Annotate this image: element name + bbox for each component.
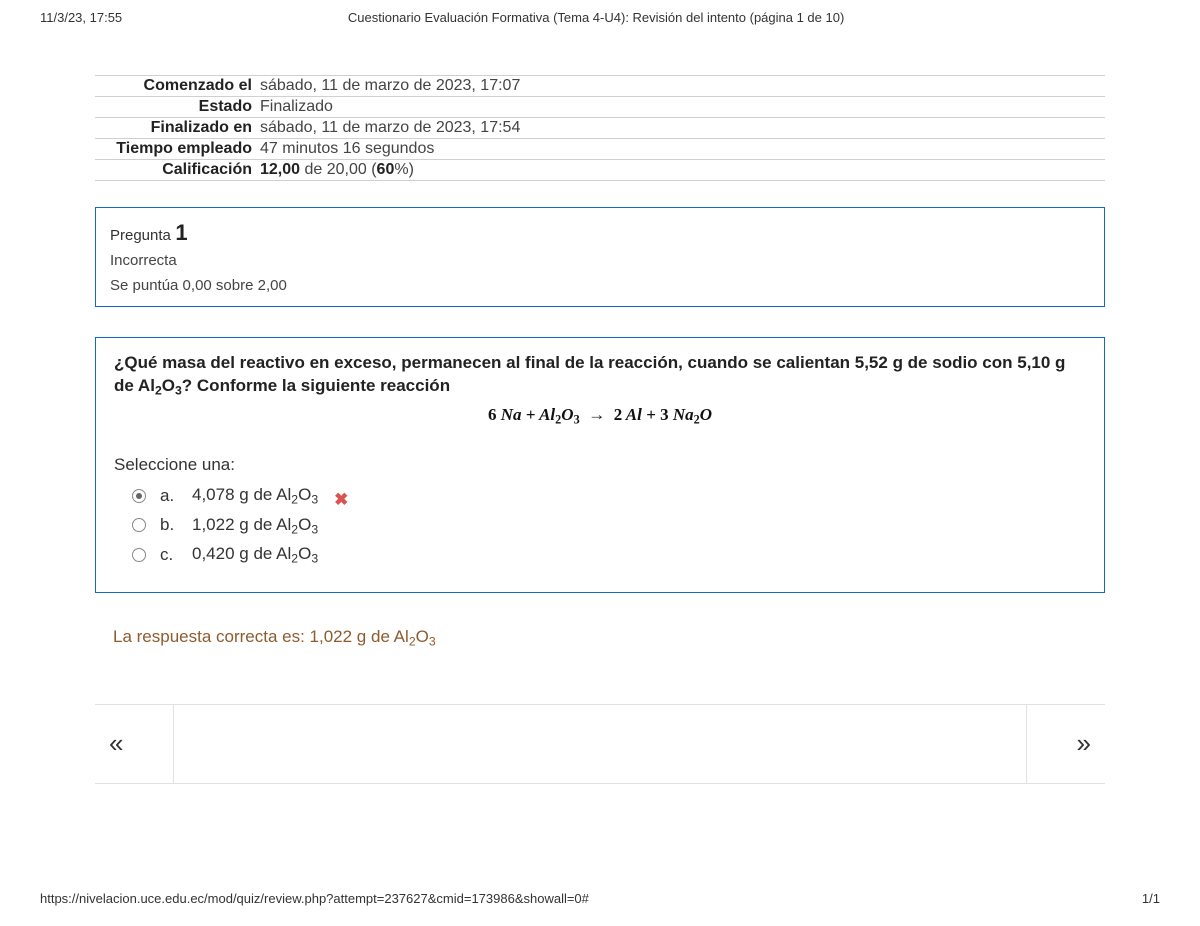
summary-row: Finalizado ensábado, 11 de marzo de 2023… (95, 118, 1105, 139)
summary-value: Finalizado (260, 97, 1105, 118)
option-letter: a. (160, 486, 178, 506)
pagination-nav: « » (95, 705, 1105, 783)
footer-page: 1/1 (1142, 891, 1160, 906)
nav-divider-left (173, 705, 174, 783)
radio-icon[interactable] (132, 489, 146, 503)
correct-answer-text: La respuesta correcta es: 1,022 g de Al2… (95, 627, 1105, 648)
print-header: 11/3/23, 17:55 Cuestionario Evaluación F… (0, 0, 1200, 25)
print-footer: https://nivelacion.uce.edu.ec/mod/quiz/r… (40, 891, 1160, 906)
option-letter: b. (160, 515, 178, 535)
question-body-box: ¿Qué masa del reactivo en exceso, perman… (95, 337, 1105, 593)
select-one-label: Seleccione una: (114, 455, 1086, 475)
prev-page-button[interactable]: « (101, 728, 131, 759)
options-list: a. 4,078 g de Al2O3 ✖ b. 1,022 g de Al2O3 c. 0… (114, 481, 1086, 569)
nav-divider-right (1026, 705, 1027, 783)
question-info-box: Pregunta 1 Incorrecta Se puntúa 0,00 sob… (95, 207, 1105, 307)
summary-label: Estado (95, 97, 260, 118)
print-title: Cuestionario Evaluación Formativa (Tema … (122, 10, 1070, 25)
answer-option[interactable]: b. 1,022 g de Al2O3 (132, 511, 1086, 540)
summary-label: Comenzado el (95, 76, 260, 97)
divider-line-bottom (95, 783, 1105, 784)
summary-value: sábado, 11 de marzo de 2023, 17:54 (260, 118, 1105, 139)
question-number: 1 (175, 220, 187, 245)
summary-value: 12,00 de 20,00 (60%) (260, 160, 1105, 181)
answer-option[interactable]: a. 4,078 g de Al2O3 ✖ (132, 481, 1086, 510)
attempt-summary-table: Comenzado elsábado, 11 de marzo de 2023,… (95, 75, 1105, 181)
summary-row: EstadoFinalizado (95, 97, 1105, 118)
summary-value: sábado, 11 de marzo de 2023, 17:07 (260, 76, 1105, 97)
radio-icon[interactable] (132, 518, 146, 532)
page-content: Comenzado elsábado, 11 de marzo de 2023,… (0, 25, 1200, 784)
radio-icon[interactable] (132, 548, 146, 562)
question-state: Incorrecta (110, 252, 1090, 269)
next-page-button[interactable]: » (1069, 728, 1099, 759)
summary-row: Comenzado elsábado, 11 de marzo de 2023,… (95, 76, 1105, 97)
footer-url: https://nivelacion.uce.edu.ec/mod/quiz/r… (40, 891, 589, 906)
option-letter: c. (160, 545, 178, 565)
question-text: ¿Qué masa del reactivo en exceso, perman… (114, 352, 1086, 399)
option-text: 4,078 g de Al2O3 (192, 485, 318, 506)
summary-label: Finalizado en (95, 118, 260, 139)
summary-label: Tiempo empleado (95, 139, 260, 160)
question-label: Pregunta (110, 227, 171, 244)
reaction-equation: 6 Na + Al2O3 → 2 Al + 3 Na2O (114, 405, 1086, 427)
question-score: Se puntúa 0,00 sobre 2,00 (110, 277, 1090, 294)
wrong-icon: ✖ (334, 490, 348, 510)
summary-value: 47 minutos 16 segundos (260, 139, 1105, 160)
option-text: 1,022 g de Al2O3 (192, 515, 318, 536)
option-text: 0,420 g de Al2O3 (192, 544, 318, 565)
summary-row: Tiempo empleado47 minutos 16 segundos (95, 139, 1105, 160)
answer-option[interactable]: c. 0,420 g de Al2O3 (132, 540, 1086, 569)
print-timestamp: 11/3/23, 17:55 (40, 10, 122, 25)
summary-row-grade: Calificación12,00 de 20,00 (60%) (95, 160, 1105, 181)
summary-label: Calificación (95, 160, 260, 181)
